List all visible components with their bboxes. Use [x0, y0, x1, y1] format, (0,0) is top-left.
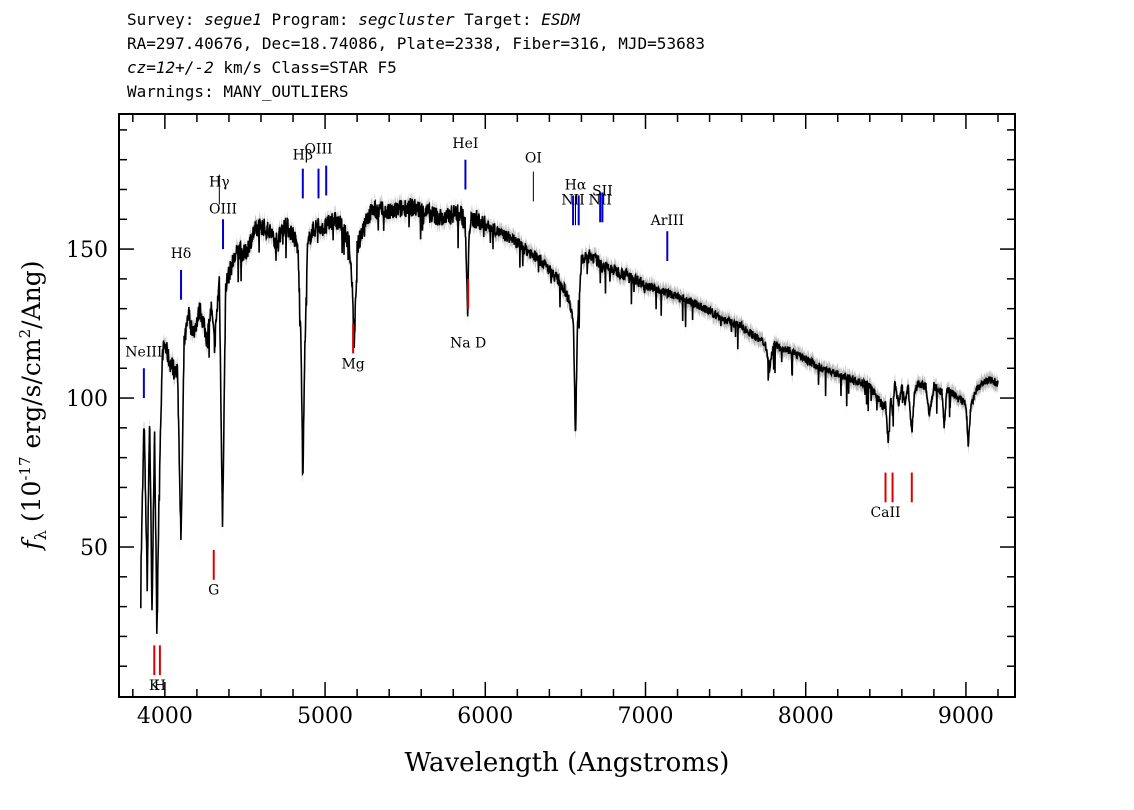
x-tick-label: 5000: [297, 704, 353, 729]
plot-frame: [118, 113, 1016, 698]
spectral-line-label: Mg: [341, 356, 364, 372]
spectral-line-label: NII: [561, 192, 584, 208]
spectral-line-label: NeIII: [125, 344, 162, 360]
header-line-redshift: cz=12+/-2 km/s Class=STAR F5: [127, 56, 705, 80]
spectral-line-label: OI: [525, 151, 542, 167]
spectral-line-label: Hγ: [209, 175, 230, 191]
spectrum-header: Survey: segue1 Program: segcluster Targe…: [127, 8, 705, 104]
spectral-line-label: Na D: [450, 335, 486, 351]
spectral-line-label: HeI: [452, 136, 478, 152]
y-tick-label: 50: [80, 536, 108, 561]
spectrum-line: [140, 198, 999, 634]
x-axis-label: Wavelength (Angstroms): [405, 748, 730, 778]
survey-label: Survey:: [127, 10, 205, 29]
y-tick-label: 100: [66, 387, 108, 412]
axis-ticks: [120, 115, 1014, 696]
spectrum-series: [140, 198, 999, 634]
target-value: ESDM: [541, 10, 580, 29]
spectral-line-label: Hβ: [293, 148, 313, 164]
x-tick-label: 6000: [457, 704, 513, 729]
cz-value: cz=12+/-2: [127, 58, 214, 77]
target-label: Target:: [454, 10, 542, 29]
spectral-line-label: SII: [592, 183, 613, 199]
header-line-survey: Survey: segue1 Program: segcluster Targe…: [127, 8, 705, 32]
header-line-warnings: Warnings: MANY_OUTLIERS: [127, 82, 349, 101]
spectral-line-label: K: [149, 678, 160, 694]
class-value: km/s Class=STAR F5: [213, 58, 397, 77]
error-band: [140, 190, 999, 642]
x-tick-label: 9000: [938, 704, 994, 729]
y-tick-label: 150: [66, 238, 108, 263]
error-band-area: [140, 190, 999, 642]
spectral-line-label: H: [154, 678, 166, 694]
spectral-line-label: OIII: [304, 142, 332, 158]
tick-labels: 4000 5000 6000 7000 8000 9000 50 100 150: [66, 238, 994, 729]
y-axis-label: fλ (10-17 erg/s/cm2/Ang): [16, 260, 50, 551]
x-tick-label: 7000: [618, 704, 674, 729]
program-value: segcluster: [358, 10, 455, 29]
header-line-coords: RA=297.40676, Dec=18.74086, Plate=2338, …: [127, 34, 705, 53]
spectral-line-label: ArIII: [650, 213, 684, 229]
program-label: Program:: [261, 10, 359, 29]
survey-value: segue1: [204, 10, 262, 29]
x-tick-label: 8000: [778, 704, 834, 729]
spectral-line-label: OIII: [209, 201, 237, 217]
spectral-line-label: NII: [589, 192, 612, 208]
spectral-line-label: CaII: [870, 505, 900, 521]
spectral-line-label: Hα: [565, 177, 587, 193]
x-tick-label: 4000: [137, 704, 193, 729]
spectral-line-label: G: [208, 583, 219, 599]
spectral-line-label: Hδ: [171, 246, 192, 262]
